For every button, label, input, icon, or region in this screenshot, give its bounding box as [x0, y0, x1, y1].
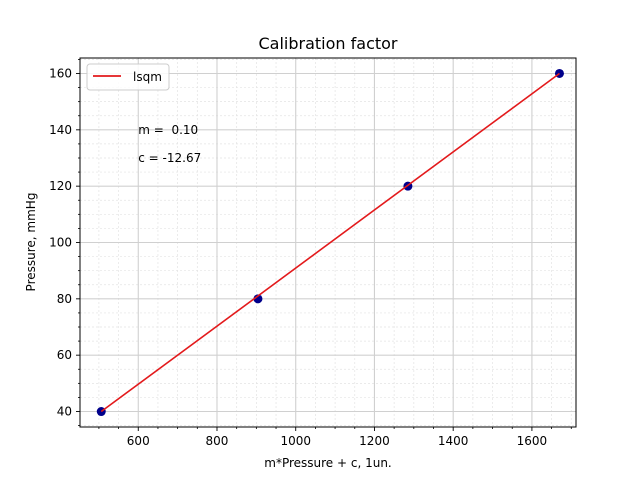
legend-box	[86, 63, 170, 91]
x-tick-label: 800	[206, 434, 229, 448]
fit-line-lsqm	[100, 72, 560, 413]
chart-title: Calibration factor	[258, 34, 397, 53]
slope-annotation: m = 0.10	[138, 123, 198, 137]
y-tick-label: 60	[57, 348, 72, 362]
plot-series	[96, 68, 564, 417]
y-tick-label: 100	[49, 236, 72, 250]
y-axis: 40 60 80 100 120 140 160	[49, 59, 80, 426]
x-axis-label: m*Pressure + c, 1un.	[264, 456, 392, 470]
data-point	[253, 294, 263, 304]
x-axis: 600 800 1000 1200 1400 1600	[98, 427, 572, 448]
y-tick-label: 80	[57, 292, 72, 306]
legend-label-lsqm: lsqm	[133, 70, 162, 84]
x-tick-label: 1600	[517, 434, 548, 448]
x-tick-label: 1000	[280, 434, 311, 448]
y-tick-label: 120	[49, 179, 72, 193]
y-tick-label: 40	[57, 405, 72, 419]
x-tick-label: 600	[127, 434, 150, 448]
y-tick-label: 160	[49, 66, 72, 80]
intercept-annotation: c = -12.67	[138, 151, 201, 165]
y-axis-label: Pressure, mmHg	[24, 193, 38, 292]
x-tick-label: 1200	[359, 434, 390, 448]
annotations: m = 0.10 c = -12.67	[138, 123, 201, 165]
x-tick-label: 1400	[438, 434, 469, 448]
y-tick-label: 140	[49, 123, 72, 137]
legend: lsqm	[86, 63, 170, 91]
